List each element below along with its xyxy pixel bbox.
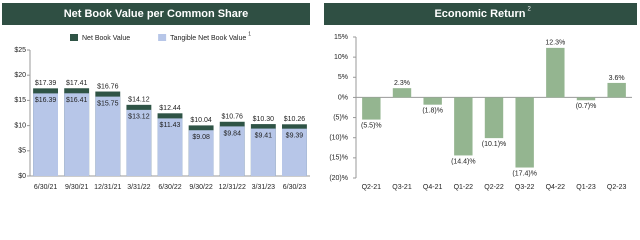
value-label: 3.6% xyxy=(609,75,625,82)
value-label: $11.43 xyxy=(160,122,181,129)
bar xyxy=(454,97,473,156)
value-label: (1.8)% xyxy=(422,108,443,115)
x-tick-label: Q2-23 xyxy=(607,184,627,191)
x-tick-label: 3/31/23 xyxy=(252,184,275,191)
x-tick-label: Q2-21 xyxy=(362,184,382,191)
value-label: (0.7)% xyxy=(576,103,597,110)
y-tick-label: 10% xyxy=(334,54,348,61)
bar xyxy=(188,130,214,176)
chart: Net Book Value per Common Share Economic… xyxy=(2,3,637,191)
legend-swatch xyxy=(158,34,167,41)
x-tick-label: 6/30/22 xyxy=(158,184,181,191)
bar xyxy=(362,97,381,120)
y-tick-label: $25 xyxy=(14,47,26,54)
title-note: 2 xyxy=(528,7,532,13)
bar xyxy=(250,128,276,176)
bar xyxy=(157,118,183,176)
legend-swatch xyxy=(70,34,78,41)
x-tick-label: Q3-22 xyxy=(515,184,535,191)
bar xyxy=(95,96,121,176)
value-label: $9.39 xyxy=(286,133,304,140)
value-label: $9.84 xyxy=(223,130,241,137)
value-label: $16.41 xyxy=(66,97,88,104)
y-tick-label: (10)% xyxy=(329,135,348,142)
bar xyxy=(219,126,245,176)
y-tick-label: 0% xyxy=(338,94,348,101)
value-label: $10.30 xyxy=(253,116,275,123)
legend-label: Tangible Net Book Value xyxy=(170,35,246,42)
value-label: 2.3% xyxy=(394,80,410,87)
chart-title: Net Book Value per Common Share xyxy=(64,8,249,20)
value-label: $15.75 xyxy=(97,100,119,107)
y-tick-label: $20 xyxy=(14,72,26,79)
value-label: $10.76 xyxy=(222,114,244,121)
bar xyxy=(33,93,58,176)
value-label: $17.41 xyxy=(66,80,88,87)
y-tick-label: 5% xyxy=(338,74,348,81)
value-label: $16.76 xyxy=(97,83,119,90)
legend-label: Net Book Value xyxy=(82,35,130,42)
x-tick-label: 9/30/21 xyxy=(65,184,88,191)
x-tick-label: 12/31/21 xyxy=(94,184,121,191)
y-tick-label: $10 xyxy=(14,122,26,129)
value-label: 12.3% xyxy=(545,40,565,47)
value-label: $9.41 xyxy=(255,132,273,139)
value-label: $9.08 xyxy=(192,134,210,141)
bar xyxy=(546,47,565,98)
value-label: $12.44 xyxy=(159,105,181,112)
value-label: $13.12 xyxy=(128,114,150,121)
x-tick-label: 6/30/21 xyxy=(34,184,57,191)
title-bar xyxy=(324,3,637,25)
y-tick-label: (5)% xyxy=(333,114,348,121)
y-tick-label: $0 xyxy=(18,173,26,180)
bar xyxy=(64,93,90,176)
x-tick-label: 9/30/22 xyxy=(189,184,212,191)
value-label: $10.04 xyxy=(190,117,212,124)
x-tick-label: Q3-21 xyxy=(392,184,412,191)
x-tick-label: Q1-22 xyxy=(454,184,474,191)
y-tick-label: $15 xyxy=(14,97,26,104)
x-tick-label: Q4-22 xyxy=(546,184,566,191)
value-label: (14.4)% xyxy=(451,158,476,165)
bar xyxy=(576,97,596,101)
value-label: $10.26 xyxy=(284,116,306,123)
value-label: (10.1)% xyxy=(482,141,507,148)
bar xyxy=(484,97,504,139)
page: Net Book Value per Common Share Economic… xyxy=(2,3,637,191)
x-tick-label: 3/31/22 xyxy=(127,184,150,191)
value-label: $17.39 xyxy=(35,80,57,87)
value-label: (17.4)% xyxy=(512,170,537,177)
bar xyxy=(423,97,442,105)
y-tick-label: $5 xyxy=(18,148,26,155)
x-tick-label: 6/30/23 xyxy=(283,184,306,191)
bar xyxy=(392,88,412,98)
value-label: $14.12 xyxy=(128,97,150,104)
bar xyxy=(515,97,534,168)
bar xyxy=(607,82,626,98)
chart-title: Economic Return xyxy=(434,8,525,20)
x-tick-label: 12/31/22 xyxy=(219,184,246,191)
value-label: $16.39 xyxy=(35,97,57,104)
bar xyxy=(282,128,307,176)
value-label: (5.5)% xyxy=(361,122,382,129)
legend-note: 1 xyxy=(248,31,251,37)
bar xyxy=(126,109,152,176)
x-tick-label: Q4-21 xyxy=(423,184,443,191)
x-tick-label: Q2-22 xyxy=(484,184,504,191)
y-tick-label: 15% xyxy=(334,34,348,41)
y-tick-label: (20)% xyxy=(329,175,348,182)
x-tick-label: Q1-23 xyxy=(576,184,596,191)
y-tick-label: (15)% xyxy=(329,155,348,162)
title-bar xyxy=(2,3,310,25)
